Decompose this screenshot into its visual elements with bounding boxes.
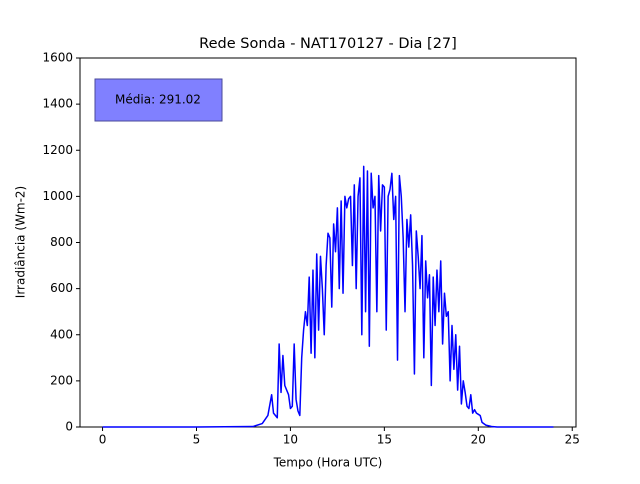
y-tick-label: 1200 <box>42 143 73 157</box>
x-tick-label: 10 <box>283 433 298 447</box>
x-tick-label: 5 <box>193 433 201 447</box>
annotation-box <box>94 78 223 122</box>
y-tick-label: 1000 <box>42 189 73 203</box>
line-series <box>102 165 554 428</box>
x-axis-label: Tempo (Hora UTC) <box>273 456 383 470</box>
x-tick-label: 15 <box>377 433 392 447</box>
y-tick-label: 1600 <box>42 51 73 65</box>
x-tick-label: 20 <box>471 433 486 447</box>
y-tick-label: 600 <box>50 281 73 295</box>
x-tick-label: 25 <box>565 433 580 447</box>
annotation: Média: 291.02 <box>115 93 201 107</box>
chart-title: Rede Sonda - NAT170127 - Dia [27] <box>199 36 457 52</box>
y-tick-label: 1400 <box>42 97 73 111</box>
y-tick-label: 0 <box>65 420 73 434</box>
x-tick-label: 0 <box>99 433 107 447</box>
y-tick-label: 800 <box>50 235 73 249</box>
y-axis-label: Irradiância (Wm-2) <box>14 186 28 298</box>
y-tick-label: 200 <box>50 373 73 387</box>
y-tick-label: 400 <box>50 327 73 341</box>
